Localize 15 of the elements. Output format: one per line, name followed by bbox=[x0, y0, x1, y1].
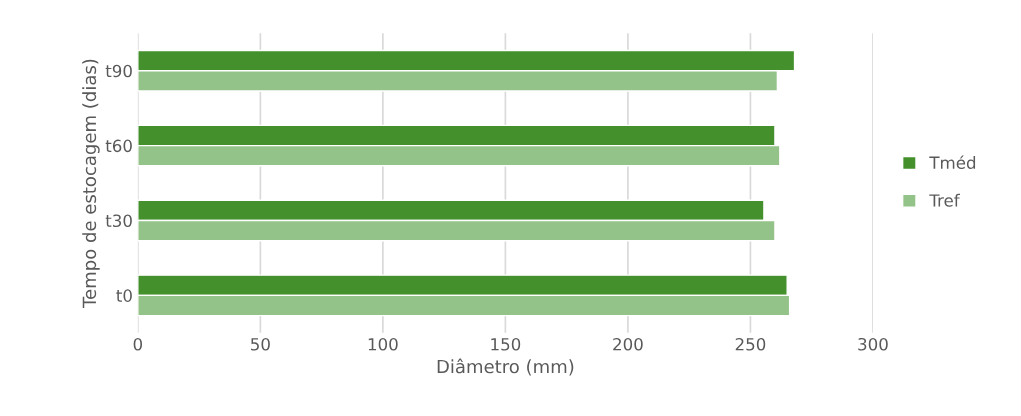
x-tick-label: 250 bbox=[735, 337, 766, 351]
y-tick-label: t30 bbox=[105, 214, 132, 228]
x-tick-label: 0 bbox=[133, 337, 143, 351]
x-tick-label: 300 bbox=[858, 337, 888, 351]
y-tick-label: t0 bbox=[116, 289, 132, 302]
y-tick-label: t90 bbox=[105, 64, 132, 78]
legend-label: Tref bbox=[929, 193, 960, 207]
y-axis-title: Tempo de estocagem (dias) bbox=[82, 59, 100, 308]
y-tick-label: t60 bbox=[105, 139, 132, 153]
x-tick-label: 100 bbox=[368, 337, 398, 351]
x-tick-label: 150 bbox=[491, 337, 521, 351]
x-tick-label: 200 bbox=[613, 337, 643, 351]
x-axis-title: Diâmetro (mm) bbox=[437, 358, 574, 376]
x-tick-label: 50 bbox=[251, 337, 270, 351]
legend-label: Tméd bbox=[929, 155, 976, 169]
